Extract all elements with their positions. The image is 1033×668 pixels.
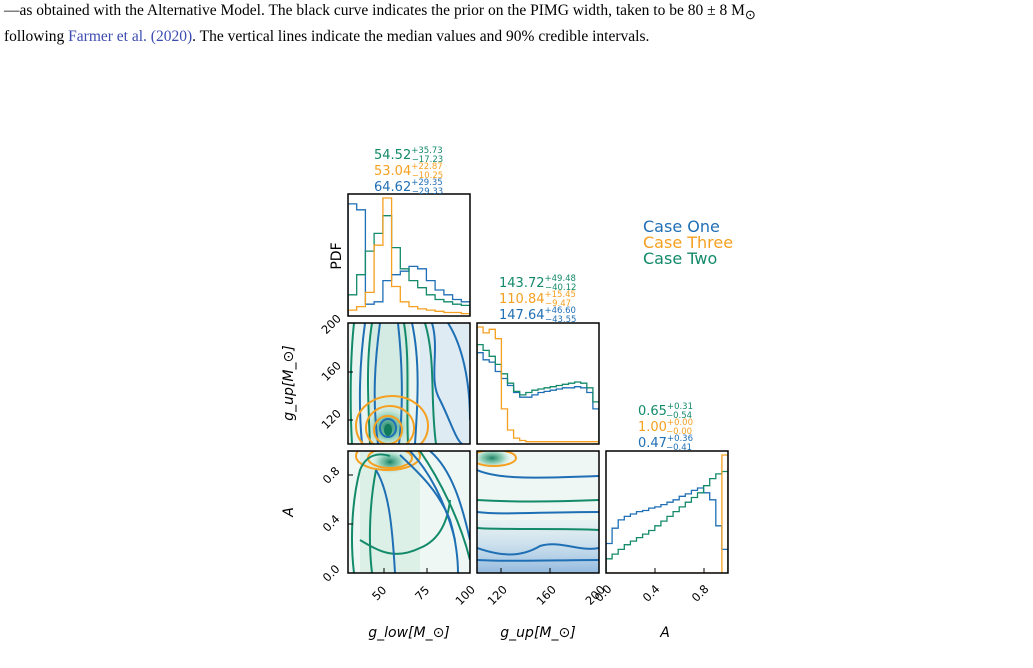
summary-gup-case-one: 147.64+46.60 −43.55 [499, 306, 576, 325]
caption-text-2b: . The vertical lines indicate the median… [192, 28, 650, 46]
caption-citation-link[interactable]: Farmer et al. (2020) [68, 28, 193, 46]
panel-gup-a [477, 451, 599, 573]
legend-entry-case-one: Case One [643, 217, 720, 236]
x-tick-labels: 50 75 100 120 160 200 0.0 0.4 0.8 [369, 582, 712, 608]
case-two-contour [359, 499, 451, 555]
summary-a-case-one: 0.47+0.36 −0.41 [638, 434, 693, 453]
case-one-contour [477, 559, 599, 562]
caption-text-2a: following [4, 28, 69, 46]
tick-label-glow-75: 75 [412, 583, 432, 603]
tick-label-a-0.8: 0.8 [689, 582, 712, 605]
case-three-contour [355, 451, 421, 471]
tick-label-y-a-0.8: 0.8 [320, 464, 343, 487]
case-one-histogram [477, 352, 599, 444]
summary-glow-case-two: 54.52+35.73 −17.23 [374, 146, 443, 165]
hist-gup [477, 326, 599, 444]
case-three-contour [355, 395, 429, 444]
density-peak [477, 451, 512, 468]
summary-glow: 54.52+35.73 −17.23 53.04+22.87 −10.25 64.6… [374, 146, 443, 197]
tick-marks [348, 322, 705, 574]
figure-caption: —as obtained with the Alternative Model.… [4, 0, 1029, 48]
caption-sun-symbol: ⊙ [744, 7, 756, 23]
tick-label-a-0.4: 0.4 [640, 582, 663, 605]
legend: Case One Case Three Case Two [643, 217, 733, 268]
summary-a-case-three: 1.00+0.00 −0.00 [638, 418, 693, 437]
case-three-histogram [606, 454, 728, 573]
frame-gup-a [476, 450, 600, 574]
case-three-histogram [348, 197, 470, 316]
x-axis-label-glow: g_low[M_⊙] [368, 625, 450, 641]
x-axis-label-gup: g_up[M_⊙] [500, 625, 575, 641]
case-two-contour [367, 323, 409, 444]
frame-hist-a [605, 450, 729, 574]
tick-label-gup-120: 120 [484, 582, 509, 607]
y-axis-label-gup: g_up[M_⊙] [281, 345, 297, 420]
case-one-contour [375, 469, 396, 573]
case-one-contour [477, 511, 599, 515]
case-one-contour [477, 543, 599, 556]
tick-label-y-a-0.4: 0.4 [320, 512, 343, 535]
summary-gup-case-two: 143.72+49.48 −40.12 [499, 274, 576, 293]
panel-glow-gup [348, 323, 470, 444]
caption-line-1: —as obtained with the Alternative Model.… [4, 0, 1029, 26]
hist-a [606, 454, 728, 573]
case-two-contour [351, 453, 391, 573]
caption-text-1: —as obtained with the Alternative Model.… [4, 2, 745, 19]
axis-labels: PDF g_up[M_⊙] A g_low[M_⊙] g_up[M_⊙] A [281, 242, 670, 641]
case-two-contour [419, 451, 470, 561]
case-one-contour [429, 451, 470, 541]
frame-glow-gup [347, 322, 471, 445]
tick-label-y-a-0.0: 0.0 [320, 562, 343, 585]
panel-glow-a [348, 451, 470, 573]
tick-label-y-gup-200: 200 [318, 311, 343, 336]
caption-line-2: following Farmer et al. (2020). The vert… [4, 26, 1029, 48]
tick-label-gup-160: 160 [533, 582, 558, 607]
summary-a: 0.65+0.31 −0.54 1.00+0.00 −0.00 0.47+0.36−… [638, 402, 693, 453]
case-one-contour [373, 323, 403, 444]
case-three-contour [365, 405, 415, 444]
x-axis-label-a: A [659, 625, 670, 641]
case-one-histogram [348, 203, 470, 316]
summary-gup: 143.72+49.48 −40.12 110.84+15.45 −9.47 147… [499, 274, 576, 325]
tick-label-glow-50: 50 [369, 583, 389, 603]
y-tick-labels: 120 160 200 0.0 0.4 0.8 [318, 311, 343, 584]
case-two-contour [349, 323, 437, 444]
case-three-contour [477, 451, 517, 467]
case-one-contour [379, 418, 397, 438]
frame-hist-glow [347, 193, 471, 317]
case-two-histogram [477, 343, 599, 444]
case-one-contour [409, 451, 456, 541]
case-one-contour [477, 469, 599, 479]
density-peak-core [384, 424, 392, 436]
case-one-contour [358, 323, 419, 444]
case-two-histogram [606, 470, 728, 573]
summary-gup-case-three: 110.84+15.45 −9.47 [499, 290, 576, 309]
case-one-histogram [606, 487, 728, 573]
case-two-contour [368, 469, 377, 573]
case-two-contour [477, 499, 599, 503]
y-axis-label-pdf: PDF [329, 242, 345, 269]
tick-label-glow-100: 100 [452, 582, 477, 607]
legend-entry-case-three: Case Three [643, 233, 733, 252]
hist-glow [348, 197, 470, 316]
summary-a-case-two: 0.65+0.31 −0.54 [638, 402, 693, 421]
frame-glow-a [347, 450, 471, 574]
case-three-histogram [477, 326, 599, 444]
case-one-contour [431, 323, 463, 444]
frame-hist-gup [476, 322, 600, 445]
legend-entry-case-two: Case Two [643, 249, 717, 268]
summary-glow-case-three: 53.04+22.87 −10.25 [374, 162, 443, 181]
case-three-contour [373, 415, 403, 444]
case-two-histogram [348, 215, 470, 316]
summary-glow-case-one: 64.62+29.35 −29.33 [374, 178, 443, 197]
tick-label-y-gup-120: 120 [318, 406, 343, 431]
tick-label-y-gup-160: 160 [318, 358, 343, 383]
case-two-contour [477, 527, 599, 531]
y-axis-label-a: A [281, 507, 297, 518]
